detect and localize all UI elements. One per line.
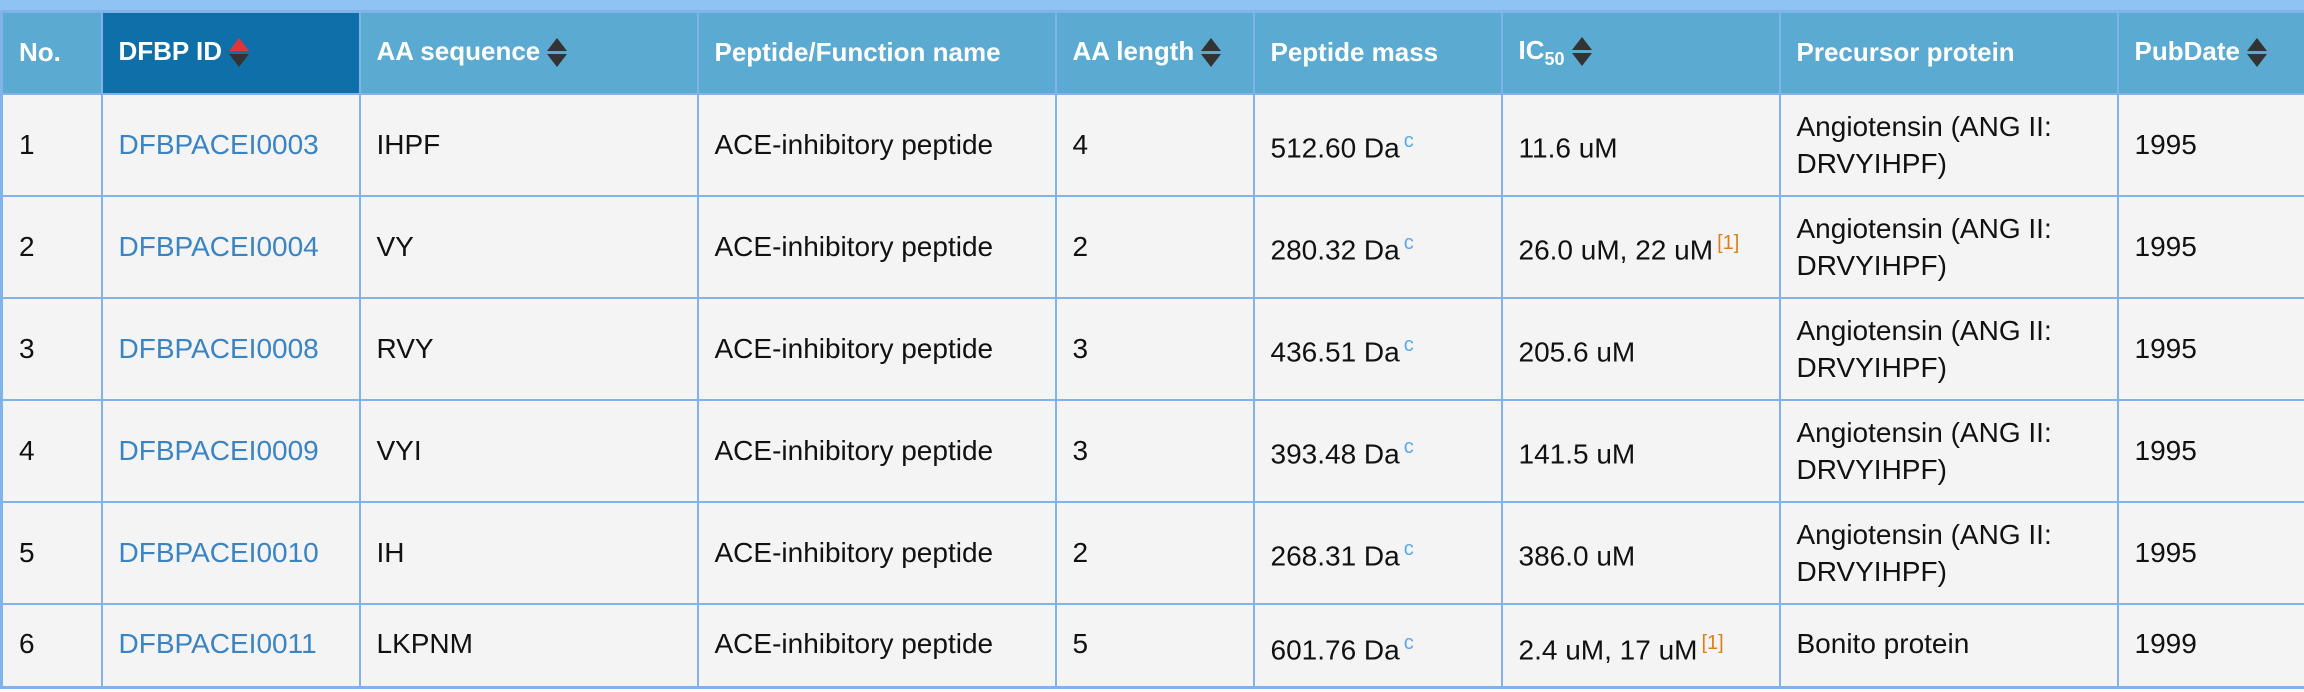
cell-pubdate: 1995 bbox=[2116, 398, 2304, 503]
cell-aa-sequence: RVY bbox=[358, 296, 699, 401]
cell-aa-sequence: VY bbox=[358, 194, 699, 299]
cell-dfbp-id: DFBPACEI0004 bbox=[100, 194, 361, 299]
cell-dfbp-id: DFBPACEI0011 bbox=[100, 602, 361, 689]
cell-no: 6 bbox=[0, 602, 103, 689]
mass-calculated-note: c bbox=[1403, 333, 1414, 356]
peptide-table: No. DFBP ID AA sequence Peptide/Function… bbox=[0, 10, 2304, 689]
header-aa-length[interactable]: AA length bbox=[1054, 10, 1255, 95]
cell-pubdate: 1999 bbox=[2116, 602, 2304, 689]
cell-ic50: 11.6 uM bbox=[1500, 92, 1781, 197]
dfbp-id-link[interactable]: DFBPACEI0010 bbox=[118, 537, 319, 568]
header-precursor-protein: Precursor protein bbox=[1778, 10, 2119, 95]
cell-aa-length: 3 bbox=[1054, 398, 1255, 503]
header-peptide-name: Peptide/Function name bbox=[696, 10, 1057, 95]
cell-peptide-name: ACE-inhibitory peptide bbox=[696, 296, 1057, 401]
sort-icon[interactable] bbox=[1571, 35, 1593, 69]
table-row: 2 DFBPACEI0004 VY ACE-inhibitory peptide… bbox=[0, 194, 2304, 299]
cell-precursor-protein: Angiotensin (ANG II: DRVYIHPF) bbox=[1778, 194, 2119, 299]
table-row: 3 DFBPACEI0008 RVY ACE-inhibitory peptid… bbox=[0, 296, 2304, 401]
cell-peptide-mass: 393.48 Da c bbox=[1252, 398, 1503, 503]
reference-link[interactable]: [1] bbox=[1717, 231, 1740, 254]
mass-calculated-note: c bbox=[1403, 435, 1414, 458]
cell-peptide-name: ACE-inhibitory peptide bbox=[696, 500, 1057, 605]
mass-calculated-note: c bbox=[1403, 129, 1414, 152]
sort-icon[interactable] bbox=[546, 36, 568, 70]
cell-peptide-mass: 268.31 Da c bbox=[1252, 500, 1503, 605]
top-accent-bar bbox=[0, 0, 2304, 10]
cell-aa-sequence: IHPF bbox=[358, 92, 699, 197]
dfbp-id-link[interactable]: DFBPACEI0008 bbox=[118, 333, 319, 364]
cell-precursor-protein: Angiotensin (ANG II: DRVYIHPF) bbox=[1778, 92, 2119, 197]
cell-peptide-mass: 601.76 Da c bbox=[1252, 602, 1503, 689]
cell-no: 2 bbox=[0, 194, 103, 299]
cell-precursor-protein: Angiotensin (ANG II: DRVYIHPF) bbox=[1778, 500, 2119, 605]
sort-icon[interactable] bbox=[1200, 36, 1222, 70]
cell-aa-length: 2 bbox=[1054, 500, 1255, 605]
cell-peptide-mass: 436.51 Da c bbox=[1252, 296, 1503, 401]
header-pubdate[interactable]: PubDate bbox=[2116, 10, 2304, 95]
cell-no: 5 bbox=[0, 500, 103, 605]
cell-ic50: 141.5 uM bbox=[1500, 398, 1781, 503]
cell-pubdate: 1995 bbox=[2116, 500, 2304, 605]
table-row: 5 DFBPACEI0010 IH ACE-inhibitory peptide… bbox=[0, 500, 2304, 605]
cell-pubdate: 1995 bbox=[2116, 296, 2304, 401]
cell-aa-sequence: VYI bbox=[358, 398, 699, 503]
cell-aa-sequence: LKPNM bbox=[358, 602, 699, 689]
cell-dfbp-id: DFBPACEI0003 bbox=[100, 92, 361, 197]
table-header-row: No. DFBP ID AA sequence Peptide/Function… bbox=[0, 10, 2304, 95]
cell-ic50: 386.0 uM bbox=[1500, 500, 1781, 605]
cell-ic50: 26.0 uM, 22 uM [1] bbox=[1500, 194, 1781, 299]
dfbp-id-link[interactable]: DFBPACEI0004 bbox=[118, 231, 319, 262]
cell-aa-length: 4 bbox=[1054, 92, 1255, 197]
cell-aa-length: 2 bbox=[1054, 194, 1255, 299]
dfbp-id-link[interactable]: DFBPACEI0011 bbox=[118, 627, 317, 659]
table-row: 4 DFBPACEI0009 VYI ACE-inhibitory peptid… bbox=[0, 398, 2304, 503]
cell-peptide-name: ACE-inhibitory peptide bbox=[696, 602, 1057, 689]
dfbp-id-link[interactable]: DFBPACEI0003 bbox=[118, 129, 319, 160]
header-dfbp-id[interactable]: DFBP ID bbox=[100, 10, 361, 95]
cell-dfbp-id: DFBPACEI0010 bbox=[100, 500, 361, 605]
cell-aa-length: 5 bbox=[1054, 602, 1255, 689]
cell-dfbp-id: DFBPACEI0009 bbox=[100, 398, 361, 503]
cell-peptide-mass: 280.32 Da c bbox=[1252, 194, 1503, 299]
cell-ic50: 205.6 uM bbox=[1500, 296, 1781, 401]
cell-aa-sequence: IH bbox=[358, 500, 699, 605]
dfbp-id-link[interactable]: DFBPACEI0009 bbox=[118, 435, 319, 466]
reference-link[interactable]: [1] bbox=[1701, 631, 1724, 654]
cell-precursor-protein: Angiotensin (ANG II: DRVYIHPF) bbox=[1778, 398, 2119, 503]
cell-aa-length: 3 bbox=[1054, 296, 1255, 401]
cell-precursor-protein: Bonito protein bbox=[1778, 602, 2119, 689]
sort-asc-icon[interactable] bbox=[228, 36, 250, 70]
cell-ic50: 2.4 uM, 17 uM [1] bbox=[1500, 602, 1781, 689]
cell-no: 4 bbox=[0, 398, 103, 503]
table-row: 1 DFBPACEI0003 IHPF ACE-inhibitory pepti… bbox=[0, 92, 2304, 197]
cell-pubdate: 1995 bbox=[2116, 194, 2304, 299]
sort-icon[interactable] bbox=[2246, 36, 2268, 70]
cell-no: 1 bbox=[0, 92, 103, 197]
header-ic50[interactable]: IC50 bbox=[1500, 10, 1781, 95]
cell-peptide-name: ACE-inhibitory peptide bbox=[696, 398, 1057, 503]
table-row: 6 DFBPACEI0011 LKPNM ACE-inhibitory pept… bbox=[0, 602, 2304, 689]
header-peptide-mass: Peptide mass bbox=[1252, 10, 1503, 95]
mass-calculated-note: c bbox=[1403, 631, 1414, 654]
cell-dfbp-id: DFBPACEI0008 bbox=[100, 296, 361, 401]
cell-precursor-protein: Angiotensin (ANG II: DRVYIHPF) bbox=[1778, 296, 2119, 401]
cell-peptide-mass: 512.60 Da c bbox=[1252, 92, 1503, 197]
cell-peptide-name: ACE-inhibitory peptide bbox=[696, 92, 1057, 197]
cell-peptide-name: ACE-inhibitory peptide bbox=[696, 194, 1057, 299]
header-aa-sequence[interactable]: AA sequence bbox=[358, 10, 699, 95]
header-no: No. bbox=[0, 10, 103, 95]
cell-pubdate: 1995 bbox=[2116, 92, 2304, 197]
cell-no: 3 bbox=[0, 296, 103, 401]
mass-calculated-note: c bbox=[1403, 231, 1414, 254]
mass-calculated-note: c bbox=[1403, 537, 1414, 560]
